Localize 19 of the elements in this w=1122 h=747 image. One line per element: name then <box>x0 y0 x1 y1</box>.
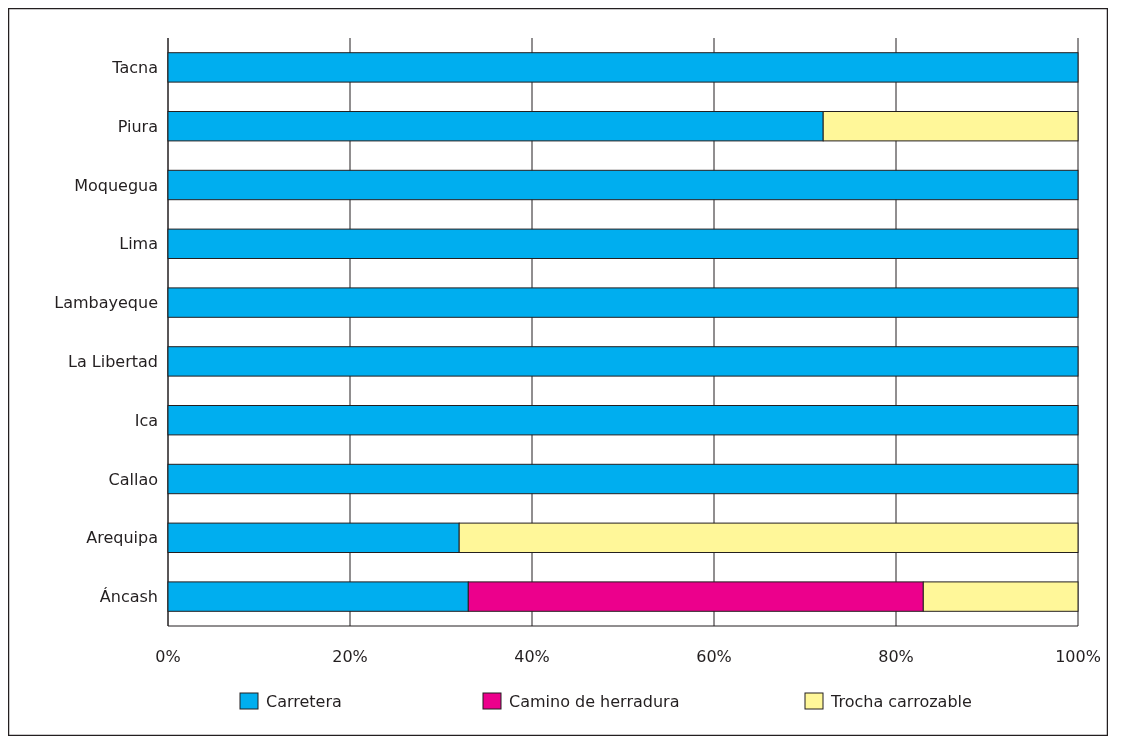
x-tick-label: 60% <box>696 647 732 666</box>
x-tick-label: 0% <box>155 647 181 666</box>
x-tick-label: 20% <box>332 647 368 666</box>
y-tick-label: Ica <box>134 410 158 430</box>
legend-label: Carretera <box>266 691 342 711</box>
x-tick-label: 80% <box>878 647 914 666</box>
y-tick-label: Lima <box>119 234 158 254</box>
y-tick-label: Áncash <box>99 587 158 607</box>
y-tick-label: Lambayeque <box>54 293 158 313</box>
y-tick-label: Arequipa <box>86 528 158 548</box>
x-tick-label: 40% <box>514 647 550 666</box>
x-tick-label: 100% <box>1055 647 1101 666</box>
legend-label: Camino de herradura <box>509 691 680 711</box>
y-tick-label: Callao <box>108 469 158 489</box>
y-tick-label: La Libertad <box>68 352 158 371</box>
y-tick-label: Moquegua <box>74 175 158 195</box>
y-tick-label: Piura <box>117 116 158 136</box>
legend-label: Trocha carrozable <box>830 691 972 711</box>
y-tick-label: Tacna <box>111 58 158 77</box>
